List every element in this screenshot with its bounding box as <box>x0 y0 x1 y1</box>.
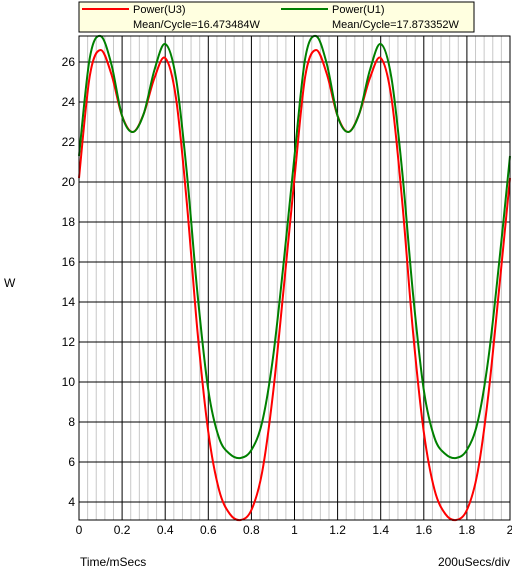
y-tick-labels: 4 6 8 10 12 14 16 18 20 22 24 26 <box>62 55 76 509</box>
x-tick-label: 0 <box>76 523 83 537</box>
y-tick-label: 16 <box>62 255 76 269</box>
plot-frame <box>78 35 511 521</box>
y-tick-label: 4 <box>68 495 75 509</box>
legend-box <box>78 1 475 33</box>
legend-label-u1: Power(U1) <box>332 4 385 16</box>
y-tick-label: 18 <box>62 215 76 229</box>
y-tick-label: 10 <box>62 375 76 389</box>
x-axis-label: Time/mSecs <box>80 555 146 568</box>
x-tick-label: 1 <box>291 523 298 537</box>
x-tick-label: 0.6 <box>200 523 217 537</box>
x-tick-label: 1.8 <box>459 523 476 537</box>
x-tick-label: 1.6 <box>415 523 432 537</box>
y-tick-label: 20 <box>62 175 76 189</box>
time-scale-label: 200uSecs/div <box>438 555 510 568</box>
legend-stat-u1: Mean/Cycle=17.873352W <box>332 19 459 31</box>
y-tick-label: 8 <box>68 415 75 429</box>
legend-label-u3: Power(U3) <box>133 4 186 16</box>
x-tick-labels: 0 0.2 0.4 0.6 0.8 1 1.2 1.4 1.6 1.8 2 <box>76 523 512 537</box>
x-tick-label: 0.8 <box>243 523 260 537</box>
major-grid <box>78 36 511 520</box>
series-line-power-u3 <box>78 49 511 522</box>
legend-stat-u3: Mean/Cycle=16.473484W <box>133 19 260 31</box>
x-tick-label: 1.4 <box>372 523 389 537</box>
minor-grid <box>87 36 502 520</box>
x-tick-label: 0.2 <box>114 523 131 537</box>
y-tick-label: 24 <box>62 95 76 109</box>
y-tick-label: 26 <box>62 55 76 69</box>
x-tick-label: 0.4 <box>157 523 174 537</box>
y-tick-label: 14 <box>62 295 76 309</box>
series-layer <box>78 34 511 522</box>
x-tick-label: 1.2 <box>329 523 346 537</box>
x-tick-label: 2 <box>507 523 512 537</box>
y-tick-label: 22 <box>62 135 76 149</box>
y-tick-label: 12 <box>62 335 76 349</box>
series-line-power-u1 <box>78 34 511 460</box>
legend: Power(U3) Mean/Cycle=16.473484W Power(U1… <box>78 1 475 33</box>
y-axis-label: W <box>4 276 16 290</box>
y-tick-label: 6 <box>68 455 75 469</box>
